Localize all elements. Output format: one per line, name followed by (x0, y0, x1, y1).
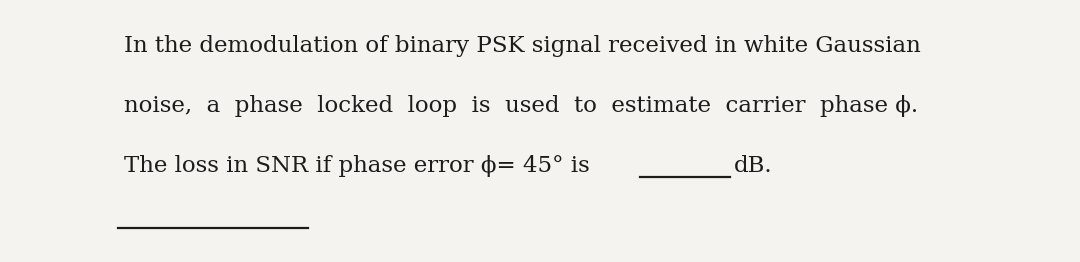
Text: dB.: dB. (734, 155, 772, 177)
Text: noise,  a  phase  locked  loop  is  used  to  estimate  carrier  phase ϕ.: noise, a phase locked loop is used to es… (124, 95, 918, 117)
Text: In the demodulation of binary PSK signal received in white Gaussian: In the demodulation of binary PSK signal… (124, 35, 921, 57)
Text: The loss in SNR if phase error ϕ= 45° is: The loss in SNR if phase error ϕ= 45° is (124, 155, 597, 177)
